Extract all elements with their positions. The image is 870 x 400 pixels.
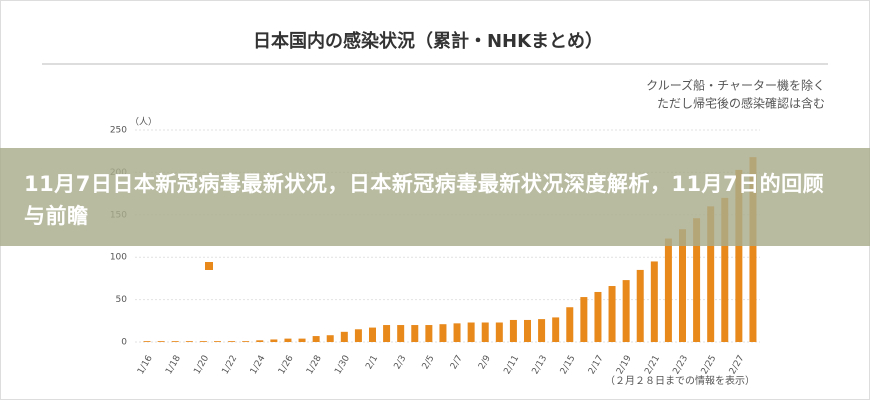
bar	[566, 307, 574, 342]
y-unit: （人）	[130, 117, 157, 128]
bar	[524, 319, 531, 342]
bar	[580, 297, 588, 342]
bar	[242, 341, 250, 342]
bar	[185, 341, 193, 342]
bar	[650, 261, 658, 342]
bar	[369, 327, 376, 342]
chart-title: 日本国内の感染状況（累計・NHKまとめ）	[253, 30, 603, 52]
bar	[256, 340, 264, 342]
bar	[707, 206, 715, 342]
y-tick-label: 250	[110, 126, 127, 136]
bar	[157, 341, 165, 342]
bar	[495, 322, 503, 342]
bar	[143, 341, 151, 342]
bar	[735, 169, 743, 342]
bar	[312, 336, 320, 342]
bar	[636, 269, 644, 342]
bar	[664, 238, 672, 342]
bar	[284, 338, 292, 342]
bar	[538, 319, 546, 342]
y-tick-label: 0	[121, 338, 127, 348]
legend-marker	[205, 262, 213, 270]
bar	[214, 341, 221, 342]
bar	[354, 329, 362, 342]
bar	[622, 280, 630, 342]
bar	[298, 338, 306, 342]
bar	[199, 341, 207, 342]
bar	[270, 339, 278, 342]
y-tick-label: 100	[110, 253, 127, 263]
bar	[594, 291, 602, 342]
bar	[411, 325, 419, 342]
bar	[425, 325, 433, 342]
y-tick-label: 50	[116, 295, 128, 305]
bar	[721, 197, 729, 342]
bar	[749, 157, 757, 342]
bar	[228, 341, 236, 342]
banner: 11月7日日本新冠病毒最新状况，日本新冠病毒最新状况深度解析，11月7日的回顾与…	[0, 148, 870, 246]
bar	[326, 335, 334, 342]
bar	[171, 341, 179, 342]
note: クルーズ船・チャーター機を除く	[646, 78, 825, 93]
bar	[552, 317, 560, 342]
bar	[693, 218, 701, 342]
bar	[453, 323, 461, 342]
bar	[679, 229, 686, 342]
bar	[481, 322, 489, 342]
bar	[467, 322, 475, 342]
bar	[383, 325, 391, 342]
bar	[439, 324, 447, 342]
bar	[608, 286, 616, 342]
banner-title: 11月7日日本新冠病毒最新状况，日本新冠病毒最新状况深度解析，11月7日的回顾与…	[24, 172, 825, 228]
bar	[397, 325, 405, 342]
bar	[340, 331, 348, 342]
footnote: （２月２８日までの情報を表示）	[605, 374, 755, 387]
bar	[509, 319, 517, 342]
note: ただし帰宅後の感染確認は含む	[657, 96, 825, 111]
